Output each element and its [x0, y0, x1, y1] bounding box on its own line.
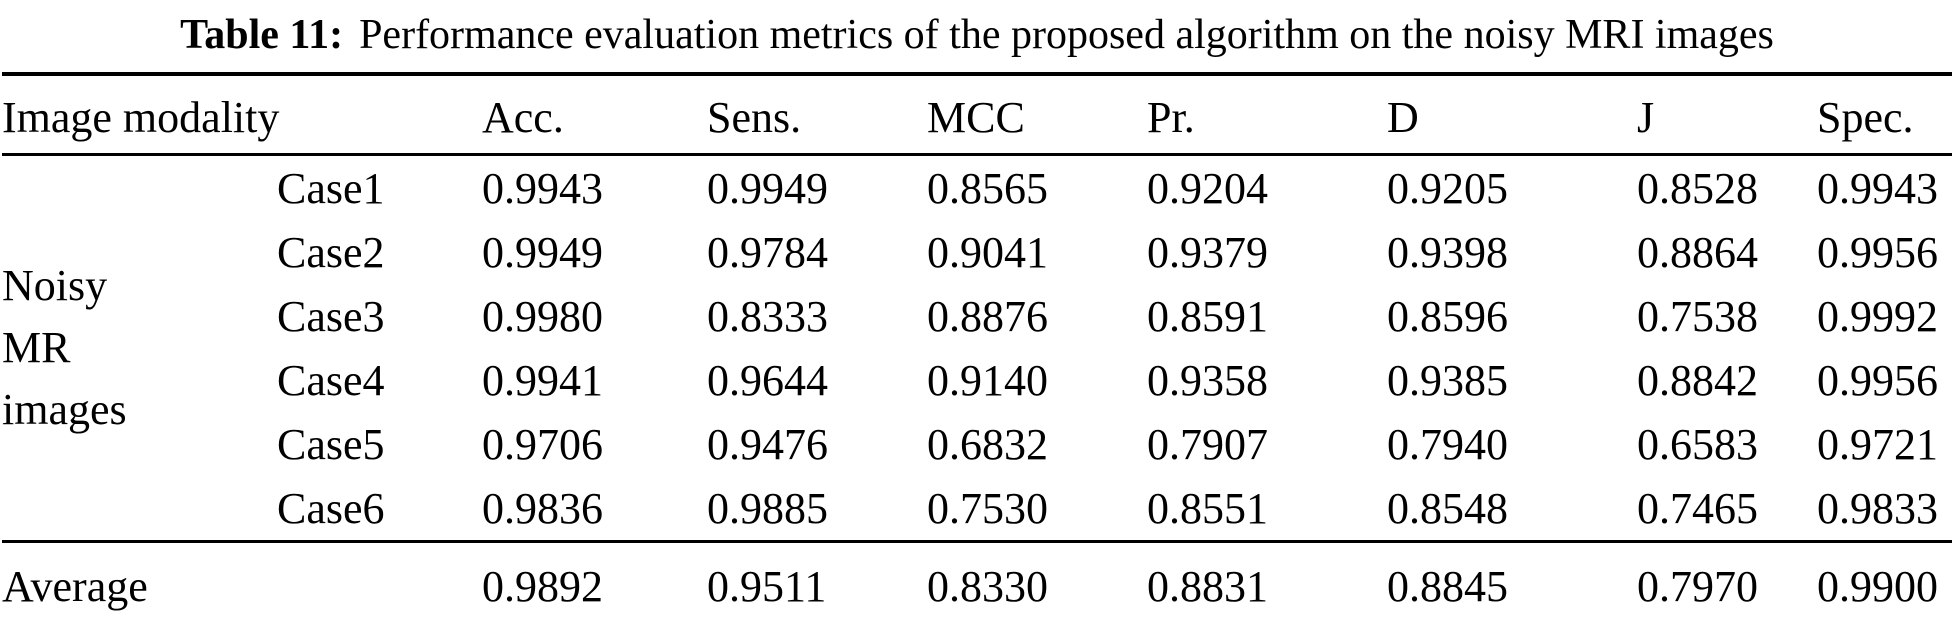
metric-cell-spec: 0.9956: [1817, 227, 1938, 277]
metric-cell-mcc: 0.8876: [927, 291, 1048, 341]
table-row-case1: Noisy MR images Case1 0.9943 0.9949 0.85…: [2, 155, 1952, 435]
case-label: Case5: [277, 419, 385, 469]
metric-cell-sens: 0.9476: [707, 419, 828, 469]
column-header-sens: Sens.: [707, 74, 927, 156]
metric-cell-spec: 0.9833: [1817, 483, 1938, 533]
metric-cell-pr: 0.8551: [1147, 483, 1268, 533]
modality-line: MR: [2, 323, 71, 372]
metric-cell-mcc: 0.8565: [927, 163, 1048, 213]
metric-cell-j: 0.8842: [1637, 355, 1758, 405]
metric-cell-j: 0.7538: [1637, 291, 1758, 341]
column-header-j: J: [1637, 74, 1817, 156]
metric-cell-mcc: 0.6832: [927, 419, 1048, 469]
metric-cell-spec: 0.9721: [1817, 419, 1938, 469]
table-row-case3: Case3 0.9980 0.8333 0.8876 0.8591 0.8596…: [2, 284, 1952, 348]
modality-label: Noisy MR images: [2, 155, 277, 542]
metric-cell-d: 0.8548: [1387, 483, 1508, 533]
metric-cell-pr: 0.9204: [1147, 163, 1268, 213]
case-label: Case1: [277, 163, 385, 213]
table-footer-row: Average 0.9892 0.9511 0.8330 0.8831 0.88…: [2, 540, 1952, 629]
average-cell-pr: 0.8831: [1147, 540, 1387, 629]
metric-cell-spec: 0.9943: [1817, 163, 1938, 213]
column-header-mcc: MCC: [927, 74, 1147, 156]
modality-line: images: [2, 385, 127, 434]
column-header-acc: Acc.: [482, 74, 707, 156]
metric-cell-pr: 0.7907: [1147, 419, 1268, 469]
metric-cell-sens: 0.9784: [707, 227, 828, 277]
case-label: Case4: [277, 355, 385, 405]
metric-cell-spec: 0.9956: [1817, 355, 1938, 405]
column-header-image-modality: Image modality: [2, 74, 482, 156]
case-label: Case2: [277, 227, 385, 277]
metric-cell-mcc: 0.7530: [927, 483, 1048, 533]
table-number-label: Table 11:: [180, 12, 344, 58]
metric-cell-j: 0.6583: [1637, 419, 1758, 469]
metrics-table: Image modality Acc. Sens. MCC Pr. D J Sp…: [2, 72, 1952, 629]
modality-line: Noisy: [2, 261, 108, 310]
metric-cell-pr: 0.8591: [1147, 291, 1268, 341]
column-header-spec: Spec.: [1817, 74, 1952, 156]
average-cell-sens: 0.9511: [707, 540, 927, 629]
metric-cell-sens: 0.9885: [707, 483, 828, 533]
average-cell-j: 0.7970: [1637, 540, 1817, 629]
metric-cell-j: 0.8864: [1637, 227, 1758, 277]
metric-cell-acc: 0.9836: [482, 483, 603, 533]
metric-cell-d: 0.7940: [1387, 419, 1508, 469]
table-header-row: Image modality Acc. Sens. MCC Pr. D J Sp…: [2, 74, 1952, 156]
metric-cell-spec: 0.9992: [1817, 291, 1938, 341]
metric-cell-acc: 0.9980: [482, 291, 603, 341]
metric-cell-j: 0.7465: [1637, 483, 1758, 533]
metric-cell-acc: 0.9943: [482, 163, 603, 213]
table-row-case5: Case5 0.9706 0.9476 0.6832 0.7907 0.7940…: [2, 412, 1952, 476]
case-label: Case6: [277, 483, 385, 533]
metric-cell-acc: 0.9706: [482, 419, 603, 469]
metric-cell-d: 0.8596: [1387, 291, 1508, 341]
average-cell-spec: 0.9900: [1817, 540, 1952, 629]
metric-cell-acc: 0.9941: [482, 355, 603, 405]
metric-cell-d: 0.9385: [1387, 355, 1508, 405]
column-header-pr: Pr.: [1147, 74, 1387, 156]
average-label: Average: [2, 540, 482, 629]
average-cell-d: 0.8845: [1387, 540, 1637, 629]
table-row-case4: Case4 0.9941 0.9644 0.9140 0.9358 0.9385…: [2, 348, 1952, 412]
metric-cell-d: 0.9205: [1387, 163, 1508, 213]
table-caption: Performance evaluation metrics of the pr…: [359, 12, 1774, 58]
table-row-case6: Case6 0.9836 0.9885 0.7530 0.8551 0.8548…: [2, 476, 1952, 542]
table-title: Table 11: Performance evaluation metrics …: [2, 6, 1952, 72]
metric-cell-j: 0.8528: [1637, 163, 1758, 213]
metric-cell-d: 0.9398: [1387, 227, 1508, 277]
metric-cell-pr: 0.9379: [1147, 227, 1268, 277]
metric-cell-mcc: 0.9041: [927, 227, 1048, 277]
average-cell-mcc: 0.8330: [927, 540, 1147, 629]
metric-cell-sens: 0.8333: [707, 291, 828, 341]
column-header-d: D: [1387, 74, 1637, 156]
metric-cell-pr: 0.9358: [1147, 355, 1268, 405]
metric-cell-acc: 0.9949: [482, 227, 603, 277]
table-row-case2: Case2 0.9949 0.9784 0.9041 0.9379 0.9398…: [2, 220, 1952, 284]
average-cell-acc: 0.9892: [482, 540, 707, 629]
metric-cell-mcc: 0.9140: [927, 355, 1048, 405]
metric-cell-sens: 0.9644: [707, 355, 828, 405]
case-label: Case3: [277, 291, 385, 341]
metric-cell-sens: 0.9949: [707, 163, 828, 213]
